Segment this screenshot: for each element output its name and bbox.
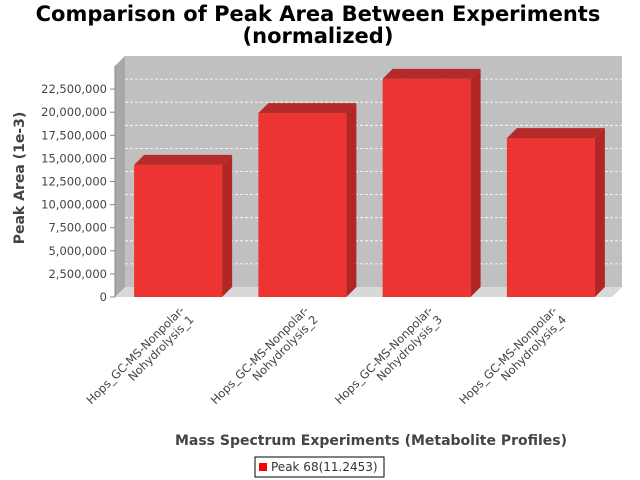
plot-left-wall — [115, 56, 125, 297]
bar-side — [594, 128, 605, 297]
bar-top — [258, 103, 357, 114]
bar-top — [506, 128, 605, 139]
bar-side — [470, 68, 481, 297]
x-axis-categories: Hops_GC-MS-Nonpolar-Nohydrolysis_1 Hops_G… — [83, 303, 569, 407]
y-tick-label: 22,500,000 — [41, 82, 107, 96]
x-category-label-line: Hops_GC-MS-Nonpolar- — [208, 303, 312, 407]
y-axis-ticks: 0 2,500,000 5,000,000 7,500,000 10,000,000 12… — [41, 66, 116, 304]
bar-side — [346, 103, 357, 298]
y-tick-label: 7,500,000 — [48, 221, 107, 235]
y-axis-label: Peak Area (1e-3) — [12, 112, 28, 245]
legend-box — [254, 456, 385, 478]
plot-floor — [115, 287, 622, 297]
legend: Peak 68(11.2453) — [254, 456, 385, 478]
legend-label: Peak 68(11.2453) — [271, 460, 378, 474]
x-axis-label: Mass Spectrum Experiments (Metabolite Pr… — [175, 433, 567, 449]
y-tick-label: 15,000,000 — [41, 151, 107, 165]
x-category-label-line: Hops_GC-MS-Nonpolar- — [83, 303, 187, 407]
bar-1 — [134, 154, 233, 297]
x-category-label: Hops_GC-MS-Nonpolar-Nohydrolysis_4 — [456, 303, 569, 407]
bar-top — [134, 154, 233, 165]
bar-side — [222, 154, 233, 297]
y-tick-label: 5,000,000 — [48, 244, 107, 258]
x-category-label: Hops_GC-MS-Nonpolar-Nohydrolysis_3 — [332, 303, 445, 407]
y-tick-label: 2,500,000 — [48, 267, 107, 281]
bar-front — [382, 78, 471, 297]
y-tick-label: 17,500,000 — [41, 128, 107, 142]
bar-front — [134, 164, 223, 297]
x-category-label-line: Hops_GC-MS-Nonpolar- — [456, 303, 560, 407]
y-tick-label: 10,000,000 — [41, 198, 107, 212]
bar-2 — [258, 103, 357, 298]
bar-4 — [506, 128, 605, 297]
bar-3 — [382, 68, 481, 297]
bar-front — [258, 113, 347, 298]
y-tick-label: 0 — [100, 290, 107, 304]
plot-background — [115, 56, 622, 297]
bar-top — [382, 68, 481, 79]
x-category-label: Hops_GC-MS-Nonpolar-Nohydrolysis_1 — [83, 303, 196, 407]
legend-swatch — [259, 463, 267, 471]
bar-front — [506, 138, 595, 297]
y-tick-label: 20,000,000 — [41, 105, 107, 119]
x-category-label: Hops_GC-MS-Nonpolar-Nohydrolysis_2 — [208, 303, 321, 407]
chart-title-line-1: Comparison of Peak Area Between Experime… — [36, 2, 601, 26]
x-category-label-line: Hops_GC-MS-Nonpolar- — [332, 303, 436, 407]
y-tick-label: 12,500,000 — [41, 175, 107, 189]
bars — [134, 68, 605, 298]
chart-title-line-2: (normalized) — [243, 24, 394, 48]
